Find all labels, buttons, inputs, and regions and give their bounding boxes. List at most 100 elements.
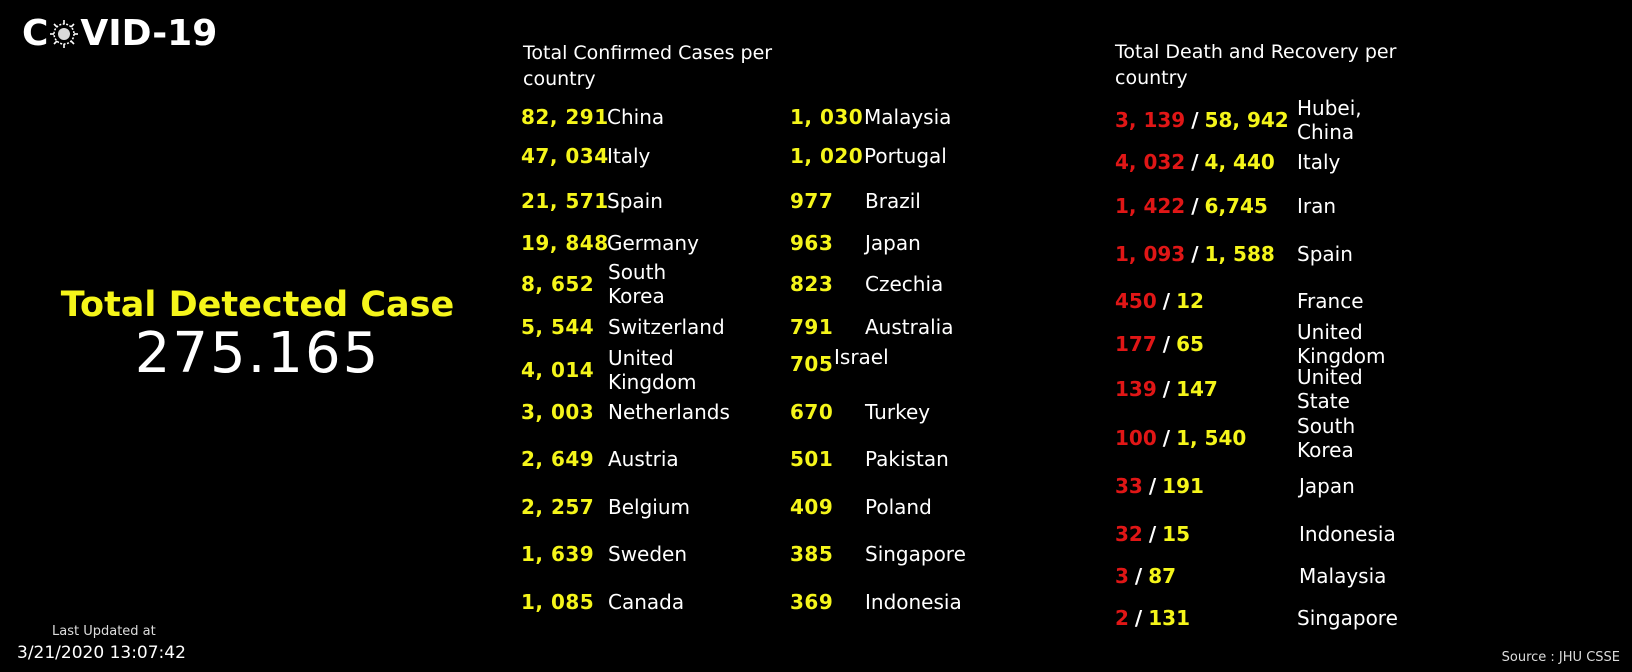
confirmed-value: 705 bbox=[790, 352, 834, 376]
confirmed-row: 385 Singapore bbox=[790, 541, 966, 567]
separator: / bbox=[1191, 150, 1199, 174]
confirmed-value: 670 bbox=[790, 400, 834, 424]
death-count: 1, 093 bbox=[1115, 242, 1186, 266]
confirmed-value: 409 bbox=[790, 495, 834, 519]
confirmed-country: Spain bbox=[607, 189, 663, 213]
death-count: 450 bbox=[1115, 289, 1157, 313]
confirmed-value: 47, 034 bbox=[521, 144, 609, 168]
confirmed-country: Indonesia bbox=[865, 590, 962, 614]
confirmed-country: Canada bbox=[608, 590, 685, 614]
death-recovery-country: Hubei, China bbox=[1297, 96, 1362, 144]
death-recovery-country: Japan bbox=[1299, 474, 1355, 498]
total-detected-title: Total Detected Case bbox=[60, 285, 455, 325]
confirmed-row: 8, 652 South Korea bbox=[521, 260, 666, 308]
recovered-count: 147 bbox=[1176, 377, 1218, 401]
death-count: 177 bbox=[1115, 332, 1157, 356]
confirmed-value: 385 bbox=[790, 542, 834, 566]
confirmed-value: 369 bbox=[790, 590, 834, 614]
confirmed-row: 4, 014 United Kingdom bbox=[521, 346, 696, 394]
confirmed-row: 409 Poland bbox=[790, 494, 932, 520]
coronavirus-icon bbox=[49, 16, 79, 60]
confirmed-value: 1, 639 bbox=[521, 542, 595, 566]
confirmed-row: 3, 003 Netherlands bbox=[521, 399, 730, 425]
recovered-count: 6,745 bbox=[1204, 194, 1268, 218]
separator: / bbox=[1191, 108, 1199, 132]
death-recovery-country: Indonesia bbox=[1299, 522, 1396, 546]
last-updated-value: 3/21/2020 13:07:42 bbox=[17, 643, 186, 663]
confirmed-value: 2, 649 bbox=[521, 447, 595, 471]
confirmed-row: 501 Pakistan bbox=[790, 446, 949, 472]
confirmed-value: 21, 571 bbox=[521, 189, 609, 213]
separator: / bbox=[1162, 377, 1171, 401]
confirmed-country: Malaysia bbox=[864, 105, 952, 129]
confirmed-row: 1, 085 Canada bbox=[521, 589, 684, 615]
confirmed-row: 19, 848 Germany bbox=[521, 230, 699, 256]
death-recovery-row: 4, 032/4, 440 Italy bbox=[1115, 149, 1340, 175]
confirmed-row: 82, 291 China bbox=[521, 104, 664, 130]
total-detected-value: 275.165 bbox=[134, 321, 381, 386]
death-count: 139 bbox=[1115, 377, 1157, 401]
confirmed-country: Pakistan bbox=[865, 447, 949, 471]
death-count: 33 bbox=[1115, 474, 1143, 498]
death-recovery-row: 1, 422/6,745 Iran bbox=[1115, 193, 1336, 219]
recovered-count: 12 bbox=[1176, 289, 1204, 313]
confirmed-value: 4, 014 bbox=[521, 358, 595, 382]
confirmed-country: Israel bbox=[834, 345, 889, 369]
logo-text-post: VID-19 bbox=[80, 13, 218, 54]
confirmed-row: 2, 649 Austria bbox=[521, 446, 679, 472]
separator: / bbox=[1191, 194, 1199, 218]
confirmed-country: Belgium bbox=[608, 495, 690, 519]
separator: / bbox=[1148, 474, 1157, 498]
confirmed-row: 369 Indonesia bbox=[790, 589, 962, 615]
separator: / bbox=[1134, 606, 1143, 630]
death-recovery-row: 33/191 Japan bbox=[1115, 473, 1355, 499]
confirmed-cases-title: Total Confirmed Cases per country bbox=[523, 42, 773, 90]
source-label: Source : JHU CSSE bbox=[1501, 650, 1620, 665]
confirmed-country: Australia bbox=[865, 315, 954, 339]
confirmed-row: 5, 544 Switzerland bbox=[521, 314, 725, 340]
confirmed-value: 8, 652 bbox=[521, 272, 595, 296]
death-count: 100 bbox=[1115, 426, 1157, 450]
confirmed-row: 1, 020 Portugal bbox=[790, 143, 947, 169]
confirmed-value: 791 bbox=[790, 315, 834, 339]
recovered-count: 58, 942 bbox=[1204, 108, 1289, 132]
confirmed-value: 1, 030 bbox=[790, 105, 864, 129]
confirmed-row: 791 Australia bbox=[790, 314, 953, 340]
death-count: 3, 139 bbox=[1115, 108, 1186, 132]
confirmed-country: Italy bbox=[607, 144, 651, 168]
confirmed-country: Austria bbox=[608, 447, 679, 471]
confirmed-row: 977 Brazil bbox=[790, 188, 921, 214]
recovered-count: 131 bbox=[1148, 606, 1190, 630]
confirmed-value: 501 bbox=[790, 447, 834, 471]
death-recovery-row: 450/12 France bbox=[1115, 288, 1364, 314]
confirmed-row: 2, 257 Belgium bbox=[521, 494, 690, 520]
confirmed-row: 1, 639 Sweden bbox=[521, 541, 687, 567]
death-recovery-country: France bbox=[1297, 289, 1364, 313]
confirmed-value: 1, 020 bbox=[790, 144, 864, 168]
confirmed-country: Turkey bbox=[865, 400, 931, 424]
confirmed-value: 1, 085 bbox=[521, 590, 595, 614]
logo-text-pre: C bbox=[22, 13, 49, 54]
confirmed-value: 823 bbox=[790, 272, 834, 296]
separator: / bbox=[1134, 564, 1143, 588]
recovered-count: 1, 588 bbox=[1204, 242, 1275, 266]
death-count: 32 bbox=[1115, 522, 1143, 546]
recovered-count: 191 bbox=[1162, 474, 1204, 498]
confirmed-country: Germany bbox=[607, 231, 699, 255]
confirmed-country: Sweden bbox=[608, 542, 688, 566]
confirmed-value: 82, 291 bbox=[521, 105, 609, 129]
confirmed-country: Switzerland bbox=[608, 315, 725, 339]
confirmed-country: Portugal bbox=[864, 144, 947, 168]
confirmed-country: United Kingdom bbox=[608, 346, 697, 394]
death-recovery-country: Malaysia bbox=[1299, 564, 1387, 588]
confirmed-row: 963 Japan bbox=[790, 230, 921, 256]
confirmed-row: 47, 034 Italy bbox=[521, 143, 650, 169]
confirmed-country: Singapore bbox=[865, 542, 966, 566]
death-recovery-row: 3/87 Malaysia bbox=[1115, 563, 1386, 589]
separator: / bbox=[1162, 426, 1171, 450]
confirmed-row: 670 Turkey bbox=[790, 399, 930, 425]
death-recovery-country: Singapore bbox=[1297, 606, 1398, 630]
confirmed-country: Japan bbox=[865, 231, 921, 255]
confirmed-country: South Korea bbox=[608, 260, 667, 308]
death-recovery-row: 3, 139/58, 942 Hubei, China bbox=[1115, 96, 1362, 144]
